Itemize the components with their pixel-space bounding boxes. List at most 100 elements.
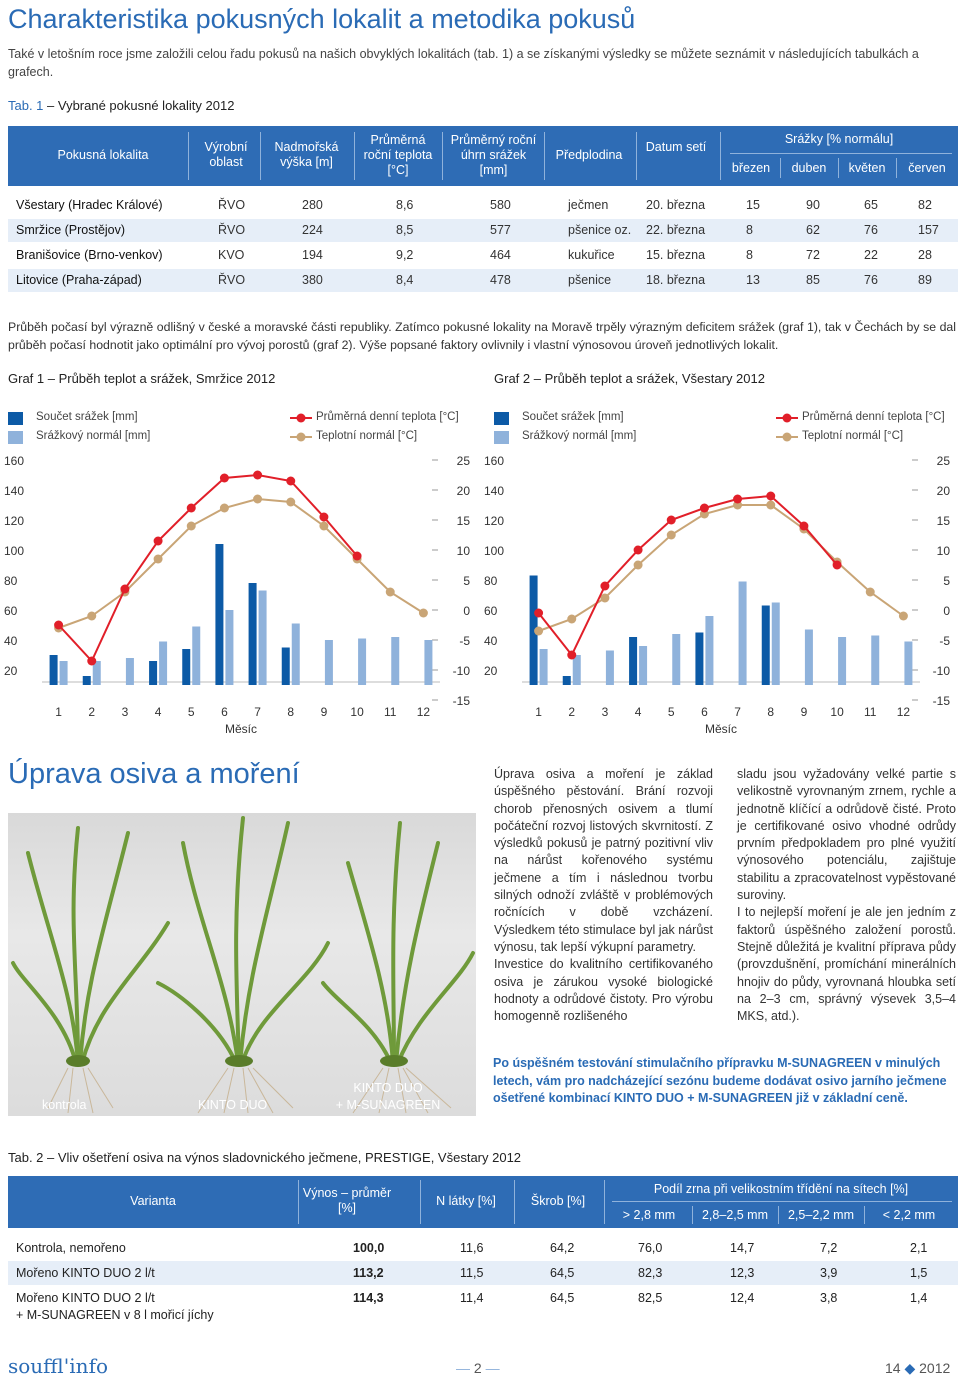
temp-normal-point (418, 608, 428, 618)
legend-label: Teplotní normál [°C] (802, 430, 904, 442)
t1-kveten: 22 (864, 248, 878, 262)
y-right-tick-label: 0 (463, 604, 470, 618)
t2-s1: 76,0 (638, 1241, 663, 1255)
y-left-tick-label: 40 (4, 634, 18, 648)
footer-year: 2012 (919, 1360, 951, 1376)
precip-bar (562, 676, 571, 685)
chart2-title: Graf 2 – Průběh teplot a srážek, Všestar… (494, 371, 765, 386)
x-axis-label: Měsíc (225, 722, 257, 736)
t1-vyska: 380 (302, 273, 323, 287)
t1-predplodina: kukuřice (568, 248, 615, 262)
y-right-tick-label: -15 (933, 694, 951, 708)
precip-normal-bar (639, 646, 648, 685)
header-divider (420, 1180, 421, 1224)
x-tick-label: 6 (701, 705, 708, 719)
header-divider (636, 132, 637, 180)
table-row: Mořeno KINTO DUO 2 l/t + M-SUNAGREEN v 8 … (8, 1286, 958, 1328)
th2-s3: 2,5–2,2 mm (787, 1208, 854, 1222)
x-tick-label: 5 (188, 705, 195, 719)
t2-name: Mořeno KINTO DUO 2 l/t (16, 1291, 155, 1305)
page-title: Charakteristika pokusných lokalit a meto… (8, 4, 636, 34)
temp-normal-point (385, 587, 395, 597)
precip-normal-bar (225, 610, 234, 685)
seedling-illustration (11, 816, 475, 1114)
t1-name: Všestary (Hradec Králové) (16, 198, 163, 212)
t2-s1: 82,5 (638, 1291, 663, 1305)
x-tick-label: 7 (734, 705, 741, 719)
x-tick-label: 2 (568, 705, 575, 719)
th-srazky-group: Srážky [% normálu] (784, 132, 894, 146)
footer-diamond: ◆ (904, 1360, 916, 1376)
temp-normal-point (253, 494, 263, 504)
table2-caption: Tab. 2 – Vliv ošetření osiva na výnos sl… (8, 1150, 522, 1165)
header-divider (298, 1180, 299, 1224)
precip-bar (761, 605, 770, 685)
footer-page-number: 2 (473, 1360, 482, 1376)
t2-skrob: 64,5 (550, 1266, 575, 1280)
temp-normal-point (865, 587, 875, 597)
footer-dash-right: — (481, 1360, 500, 1376)
legend-label: Průměrná denní teplota [°C] (802, 411, 945, 423)
y-right-tick-label: 15 (457, 514, 471, 528)
footer-page: — 2 — (456, 1360, 500, 1376)
t1-name: Branišovice (Brno-venkov) (16, 248, 163, 262)
t2-vynos: 114,3 (353, 1291, 384, 1305)
t2-skrob: 64,2 (550, 1241, 575, 1255)
t1-kveten: 76 (864, 273, 878, 287)
legend-label: Srážkový normál [mm] (522, 430, 637, 442)
section2-title: Úprava osiva a moření (8, 758, 300, 790)
th2-skrob: Škrob [%] (530, 1194, 586, 1208)
t2-name: Kontrola, nemořeno (16, 1241, 126, 1255)
precip-normal-bar (125, 658, 134, 685)
y-left-tick-label: 80 (484, 574, 498, 588)
y-left-tick-label: 80 (4, 574, 18, 588)
t1-oblast: ŘVO (218, 273, 246, 287)
legend-label: Součet srážek [mm] (522, 411, 624, 423)
x-tick-label: 3 (122, 705, 129, 719)
temp-normal-line (538, 504, 905, 632)
temp-point (600, 581, 610, 591)
t1-datum: 20. března (646, 198, 706, 212)
t1-predplodina: ječmen (568, 198, 609, 212)
header-divider (604, 1180, 605, 1224)
t1-datum: 22. března (646, 223, 706, 237)
precip-normal-bar (804, 629, 813, 685)
legend-label: Průměrná denní teplota [°C] (316, 411, 459, 423)
y-left-tick-label: 60 (484, 604, 498, 618)
y-left-tick-label: 160 (484, 454, 504, 468)
t2-nlatky: 11,6 (460, 1241, 484, 1255)
footer-logo: souffl'info (8, 1354, 109, 1378)
th-brezen: březen (731, 161, 771, 175)
x-tick-label: 11 (384, 705, 397, 719)
precip-bar (182, 649, 191, 685)
t1-teplota: 9,2 (396, 248, 414, 262)
t1-predplodina: pšenice (568, 273, 612, 287)
precip-normal-bar (92, 661, 101, 685)
temp-line (537, 494, 838, 657)
precip-normal-bar (672, 634, 681, 685)
y-right-tick-label: 5 (943, 574, 950, 588)
y-right-tick-label: 10 (457, 544, 471, 558)
t2-name: Mořeno KINTO DUO 2 l/t (16, 1266, 155, 1280)
t1-predplodina: pšenice oz. (568, 223, 632, 237)
temp-normal-point (153, 554, 163, 564)
th-srazky: Průměrný roční úhrn srážek [mm] (450, 133, 537, 177)
legend-swatch (494, 431, 509, 444)
x-tick-label: 11 (864, 705, 877, 719)
t1-duben: 90 (806, 198, 820, 212)
y-left-tick-label: 60 (4, 604, 18, 618)
t1-duben: 72 (806, 248, 820, 262)
intro-text: Také v letošním roce jsme založili celou… (8, 47, 919, 79)
precip-normal-bar (291, 623, 300, 685)
precip-bar (149, 661, 158, 685)
t2-s3: 3,8 (820, 1291, 838, 1305)
y-right-tick-label: 25 (457, 454, 471, 468)
t2-vynos: 113,2 (353, 1266, 384, 1280)
chart1-title: Graf 1 – Průběh teplot a srážek, Smržice… (8, 371, 276, 386)
precip-normal-bar (192, 626, 201, 685)
legend-line-marker (776, 413, 798, 423)
temp-point (832, 560, 842, 570)
header-divider (514, 1180, 515, 1224)
temp-point (319, 512, 329, 522)
y-right-tick-label: 15 (937, 514, 951, 528)
